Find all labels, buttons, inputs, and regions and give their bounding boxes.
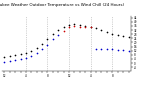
- Point: [111, 33, 114, 35]
- Point: [84, 26, 87, 28]
- Point: [46, 44, 49, 45]
- Point: [52, 33, 54, 35]
- Point: [127, 37, 130, 38]
- Point: [106, 31, 108, 33]
- Point: [8, 55, 11, 57]
- Point: [41, 48, 43, 49]
- Point: [57, 29, 60, 31]
- Point: [84, 25, 87, 27]
- Point: [35, 47, 38, 48]
- Point: [19, 53, 22, 55]
- Point: [68, 24, 70, 26]
- Point: [41, 43, 43, 44]
- Point: [3, 56, 6, 58]
- Point: [122, 36, 124, 37]
- Point: [100, 48, 103, 49]
- Point: [79, 26, 81, 28]
- Point: [73, 23, 76, 25]
- Text: Milwaukee Weather Outdoor Temperature vs Wind Chill (24 Hours): Milwaukee Weather Outdoor Temperature vs…: [0, 3, 124, 7]
- Point: [3, 61, 6, 63]
- Point: [57, 35, 60, 36]
- Point: [30, 50, 33, 51]
- Point: [25, 52, 27, 54]
- Point: [100, 29, 103, 31]
- Point: [127, 50, 130, 51]
- Point: [14, 59, 16, 61]
- Point: [89, 26, 92, 28]
- Point: [89, 26, 92, 28]
- Point: [116, 35, 119, 36]
- Point: [116, 49, 119, 50]
- Point: [46, 39, 49, 40]
- Point: [25, 57, 27, 59]
- Point: [122, 49, 124, 50]
- Point: [19, 58, 22, 60]
- Point: [52, 39, 54, 40]
- Point: [111, 48, 114, 49]
- Point: [14, 54, 16, 56]
- Point: [8, 60, 11, 62]
- Point: [106, 48, 108, 49]
- Point: [30, 55, 33, 57]
- Point: [95, 27, 97, 29]
- Point: [62, 26, 65, 28]
- Point: [95, 48, 97, 49]
- Point: [35, 52, 38, 54]
- Point: [68, 26, 70, 28]
- Point: [79, 24, 81, 26]
- Point: [62, 30, 65, 32]
- Point: [73, 25, 76, 27]
